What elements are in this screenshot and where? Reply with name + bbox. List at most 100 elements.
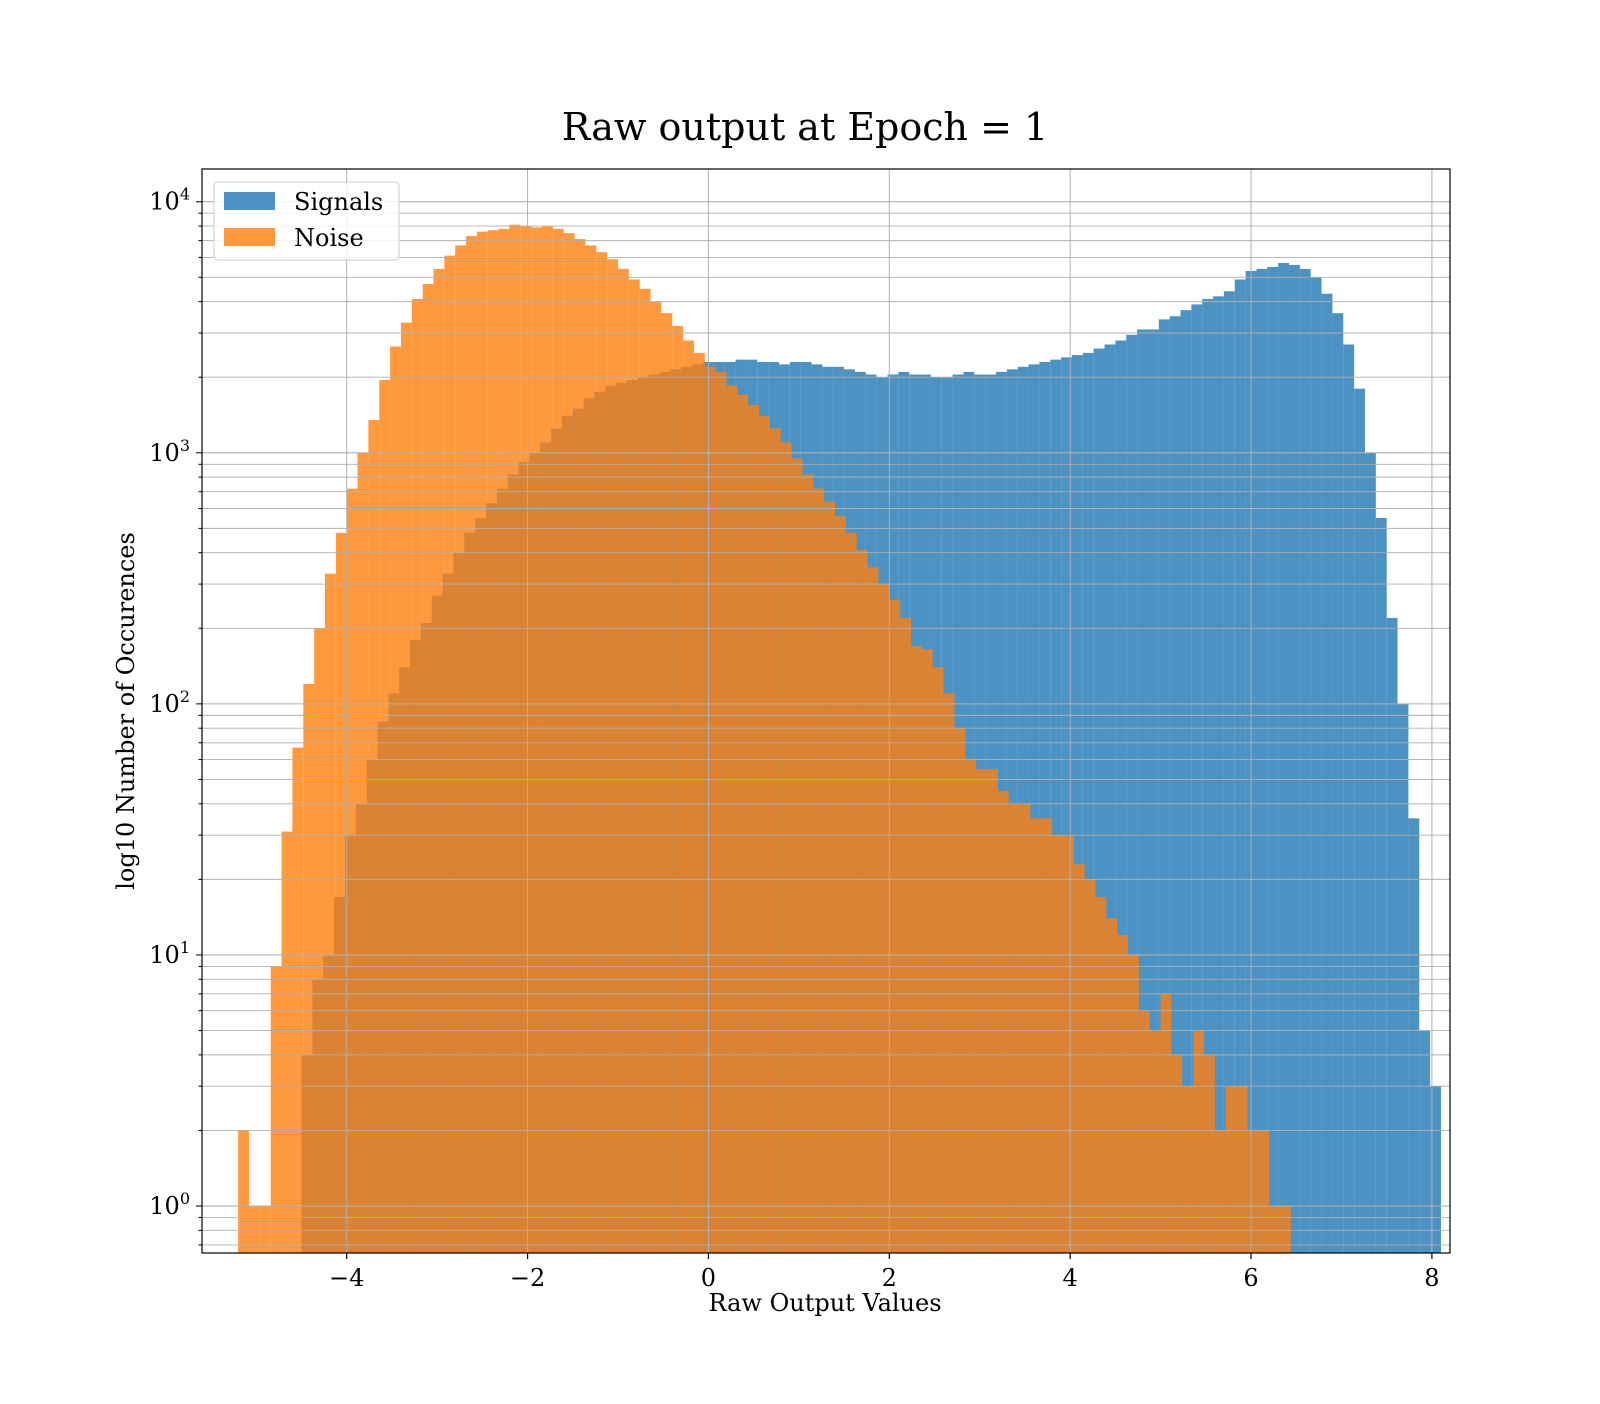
x-tick-label: 2 [882, 1264, 897, 1292]
bar-noise [466, 236, 477, 1254]
bar-signals [1039, 361, 1051, 1254]
bar-noise [1279, 1206, 1291, 1253]
bar-noise [1062, 835, 1074, 1253]
bar-noise [824, 501, 836, 1254]
bar-signals [1028, 364, 1040, 1253]
bar-signals [1364, 452, 1376, 1253]
chart-title: Raw output at Epoch = 1 [562, 105, 1048, 149]
bar-noise [552, 228, 564, 1253]
y-tick-label: 104 [149, 185, 190, 216]
bar-signals [1202, 298, 1214, 1253]
bar-noise [921, 649, 933, 1253]
bar-signals [1213, 296, 1224, 1253]
bar-noise [259, 1206, 271, 1253]
bar-noise [650, 301, 662, 1253]
bar-noise [433, 268, 445, 1253]
bar-signals [1050, 359, 1062, 1253]
bar-noise [585, 245, 597, 1253]
bar-noise [596, 252, 608, 1254]
bar-noise [1204, 1054, 1215, 1253]
bar-noise [542, 226, 553, 1253]
bar-noise [249, 1206, 260, 1253]
bar-noise [1041, 818, 1053, 1253]
bar-noise [1247, 1130, 1259, 1253]
y-tick-label: 102 [149, 687, 190, 718]
legend-label-noise: Noise [294, 224, 364, 252]
bar-noise [845, 532, 857, 1253]
bar-noise [780, 442, 792, 1253]
bar-noise [1171, 1054, 1183, 1253]
bar-noise [346, 488, 358, 1253]
bar-signals [1256, 268, 1268, 1253]
bar-noise [390, 346, 401, 1253]
bar-noise [498, 228, 510, 1253]
x-tick-label: 4 [1063, 1264, 1078, 1292]
bar-signals [1191, 304, 1203, 1253]
bar-signals [1375, 517, 1387, 1253]
bar-signals [1093, 348, 1105, 1253]
bar-signals [1180, 310, 1192, 1253]
bar-noise [379, 379, 391, 1254]
bar-noise [1193, 1030, 1205, 1253]
bar-signals [1289, 264, 1300, 1253]
x-tick-label: 6 [1243, 1264, 1258, 1292]
bar-noise [1149, 1030, 1161, 1253]
legend: Signals Noise [213, 181, 400, 261]
bar-noise [270, 966, 282, 1253]
y-axis-label: log10 Number of Occurences [112, 532, 140, 890]
bar-noise [943, 693, 955, 1253]
bar-noise [911, 646, 922, 1253]
bar-noise [357, 452, 369, 1253]
bar-signals [1332, 313, 1344, 1253]
x-tick-label: 8 [1424, 1264, 1439, 1292]
bar-noise [932, 667, 944, 1253]
bar-signals [1397, 703, 1409, 1253]
bar-noise [878, 584, 890, 1253]
bar-noise [791, 458, 803, 1253]
bar-noise [1030, 818, 1042, 1253]
bar-noise [368, 420, 380, 1254]
y-tick-label: 100 [149, 1189, 190, 1220]
bar-signals [1061, 357, 1072, 1254]
bar-signals [1137, 329, 1148, 1253]
bar-noise [531, 227, 543, 1254]
bar-noise [1106, 918, 1118, 1253]
bar-noise [661, 313, 673, 1253]
bar-signals [1408, 818, 1420, 1253]
bar-noise [954, 728, 966, 1253]
bar-noise [324, 573, 336, 1253]
bar-noise [1117, 935, 1129, 1253]
bar-noise [759, 416, 770, 1253]
bar-noise [769, 428, 781, 1254]
bar-noise [856, 550, 868, 1253]
bar-noise [726, 385, 738, 1254]
bar-noise [314, 628, 325, 1253]
bar-noise [422, 284, 434, 1253]
bar-signals [1234, 279, 1246, 1253]
bar-noise [1019, 803, 1031, 1253]
bar-signals [1158, 319, 1170, 1253]
bar-noise [411, 298, 423, 1253]
bar-signals [1126, 334, 1138, 1254]
bar-noise [704, 366, 716, 1254]
bar-noise [1258, 1130, 1270, 1253]
bar-noise [292, 747, 304, 1253]
bar-signals [1310, 277, 1322, 1253]
bar-noise [618, 268, 629, 1253]
bar-noise [900, 617, 912, 1253]
x-axis-label: Raw Output Values [708, 1289, 941, 1317]
bar-noise [889, 599, 901, 1253]
legend-swatch-noise [224, 228, 275, 246]
bar-noise [1214, 1130, 1226, 1253]
bar-noise [835, 516, 846, 1253]
bar-signals [1343, 344, 1355, 1253]
bar-noise [607, 259, 618, 1253]
x-tick-label: −4 [329, 1264, 364, 1292]
x-tick-label: −2 [510, 1264, 545, 1292]
y-tick-label: 103 [149, 436, 190, 467]
bar-noise [802, 474, 814, 1253]
bar-noise [715, 371, 727, 1253]
bar-signals [1321, 293, 1333, 1253]
bar-noise [737, 394, 749, 1253]
legend-label-signals: Signals [294, 188, 383, 216]
